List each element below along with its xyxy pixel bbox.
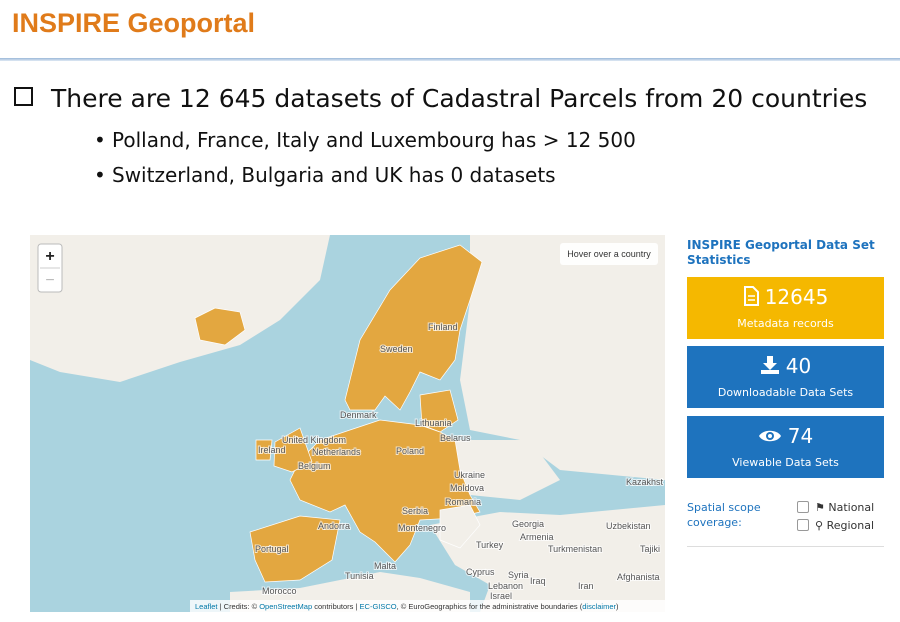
title-rule: [0, 58, 900, 61]
map-label: Lithuania: [415, 418, 452, 428]
map-label: Romania: [445, 497, 481, 507]
map-label: Belgium: [298, 461, 331, 471]
map-label: Morocco: [262, 586, 297, 596]
land: [30, 235, 330, 382]
map-label: Netherlands: [312, 447, 361, 457]
map-label: Iran: [578, 581, 594, 591]
attribution-link[interactable]: EC-GISCO: [360, 602, 397, 611]
attribution-link[interactable]: disclaimer: [582, 602, 616, 611]
attribution-link[interactable]: OpenStreetMap: [259, 602, 312, 611]
map-label: Uzbekistan: [606, 521, 651, 531]
map[interactable]: Sweden Finland Denmark Lithuania Belarus…: [30, 235, 665, 612]
option-label: Regional: [826, 519, 875, 532]
info-text: Hover over a country: [567, 249, 651, 259]
map-label: Montenegro: [398, 523, 446, 533]
map-label: Lebanon: [488, 581, 523, 591]
map-label: Iraq: [530, 576, 546, 586]
stat-label: Viewable Data Sets: [732, 456, 839, 469]
stat-label: Metadata records: [737, 317, 834, 330]
stat-card: 74 Viewable Data Sets: [687, 416, 884, 478]
land: [430, 505, 665, 612]
map-layer: Sweden Finland Denmark Lithuania Belarus…: [30, 235, 665, 612]
country: [194, 307, 246, 346]
map-label: Afghanista: [617, 572, 660, 582]
map-label: Turkey: [476, 540, 504, 550]
land: [439, 504, 481, 549]
attribution: Leaflet | Credits: © OpenStreetMap contr…: [195, 602, 619, 611]
attribution-text: contributors |: [312, 602, 359, 611]
map-label: Tajiki: [640, 544, 660, 554]
stat-label: Downloadable Data Sets: [717, 386, 854, 399]
slide-title: INSPIRE Geoportal: [12, 8, 256, 38]
map-label: Turkmenistan: [548, 544, 602, 554]
map-label: Sweden: [380, 344, 413, 354]
info-box: [560, 243, 658, 265]
sub-point: Polland, France, Italy and Luxembourg ha…: [94, 128, 636, 152]
map-label: Ireland: [258, 445, 286, 455]
map-label: United Kingdom: [282, 435, 346, 445]
map-label: Serbia: [402, 506, 428, 516]
option-label: National: [828, 501, 875, 514]
map-label: Armenia: [520, 532, 554, 542]
land: [455, 440, 560, 500]
divider: [687, 546, 884, 547]
attribution-link[interactable]: Leaflet: [195, 602, 218, 611]
map-label: Finland: [428, 322, 458, 332]
attribution-text: , © EuroGeographics for the administrati…: [397, 602, 583, 611]
download-icon: [760, 356, 779, 374]
map-label: Moldova: [450, 483, 484, 493]
map-label: Kazakhst: [626, 477, 664, 487]
map-label: Cyprus: [466, 567, 495, 577]
country: [344, 244, 483, 411]
stat-value: 40: [785, 354, 812, 378]
coverage-option[interactable]: ⚲ Regional: [797, 519, 874, 532]
map-label: Poland: [396, 446, 424, 456]
sub-point: Switzerland, Bulgaria and UK has 0 datas…: [94, 163, 556, 187]
map-label: Ukraine: [454, 470, 485, 480]
stat-value: 74: [787, 424, 814, 448]
country: [249, 515, 341, 583]
country: [255, 439, 273, 461]
map-label: Israel: [490, 591, 512, 601]
attribution-bg: [190, 600, 665, 612]
main-point-text: There are 12 645 datasets of Cadastral P…: [51, 84, 868, 113]
bullet-box: [14, 87, 33, 106]
coverage-label: Spatial scope coverage:: [687, 501, 761, 529]
eye-icon: [758, 430, 781, 442]
map-label: Malta: [374, 561, 396, 571]
country: [419, 389, 459, 433]
attribution-text: | Credits: ©: [218, 602, 260, 611]
map-label: Portugal: [255, 544, 289, 554]
map-label: Belarus: [440, 433, 471, 443]
doc-icon: [743, 286, 759, 306]
map-label: Georgia: [512, 519, 544, 529]
country: [273, 427, 313, 473]
map-label: Andorra: [318, 521, 350, 531]
stat-value: 12645: [764, 285, 829, 309]
map-label: Denmark: [340, 410, 377, 420]
country: [289, 419, 481, 563]
checkbox[interactable]: [797, 501, 809, 513]
stat-card: 12645 Metadata records: [687, 277, 884, 339]
main-point: There are 12 645 datasets of Cadastral P…: [14, 84, 867, 113]
coverage-option[interactable]: ⚑ National: [797, 501, 874, 514]
attribution-text: ): [616, 602, 619, 611]
zoom-out[interactable]: −: [45, 272, 54, 289]
map-label: Tunisia: [345, 571, 374, 581]
stats-title: INSPIRE Geoportal Data Set Statistics: [687, 238, 875, 267]
stat-card: 40 Downloadable Data Sets: [687, 346, 884, 408]
map-label: Syria: [508, 570, 529, 580]
land: [460, 235, 665, 480]
checkbox[interactable]: [797, 519, 809, 531]
zoom-in[interactable]: +: [45, 248, 54, 265]
